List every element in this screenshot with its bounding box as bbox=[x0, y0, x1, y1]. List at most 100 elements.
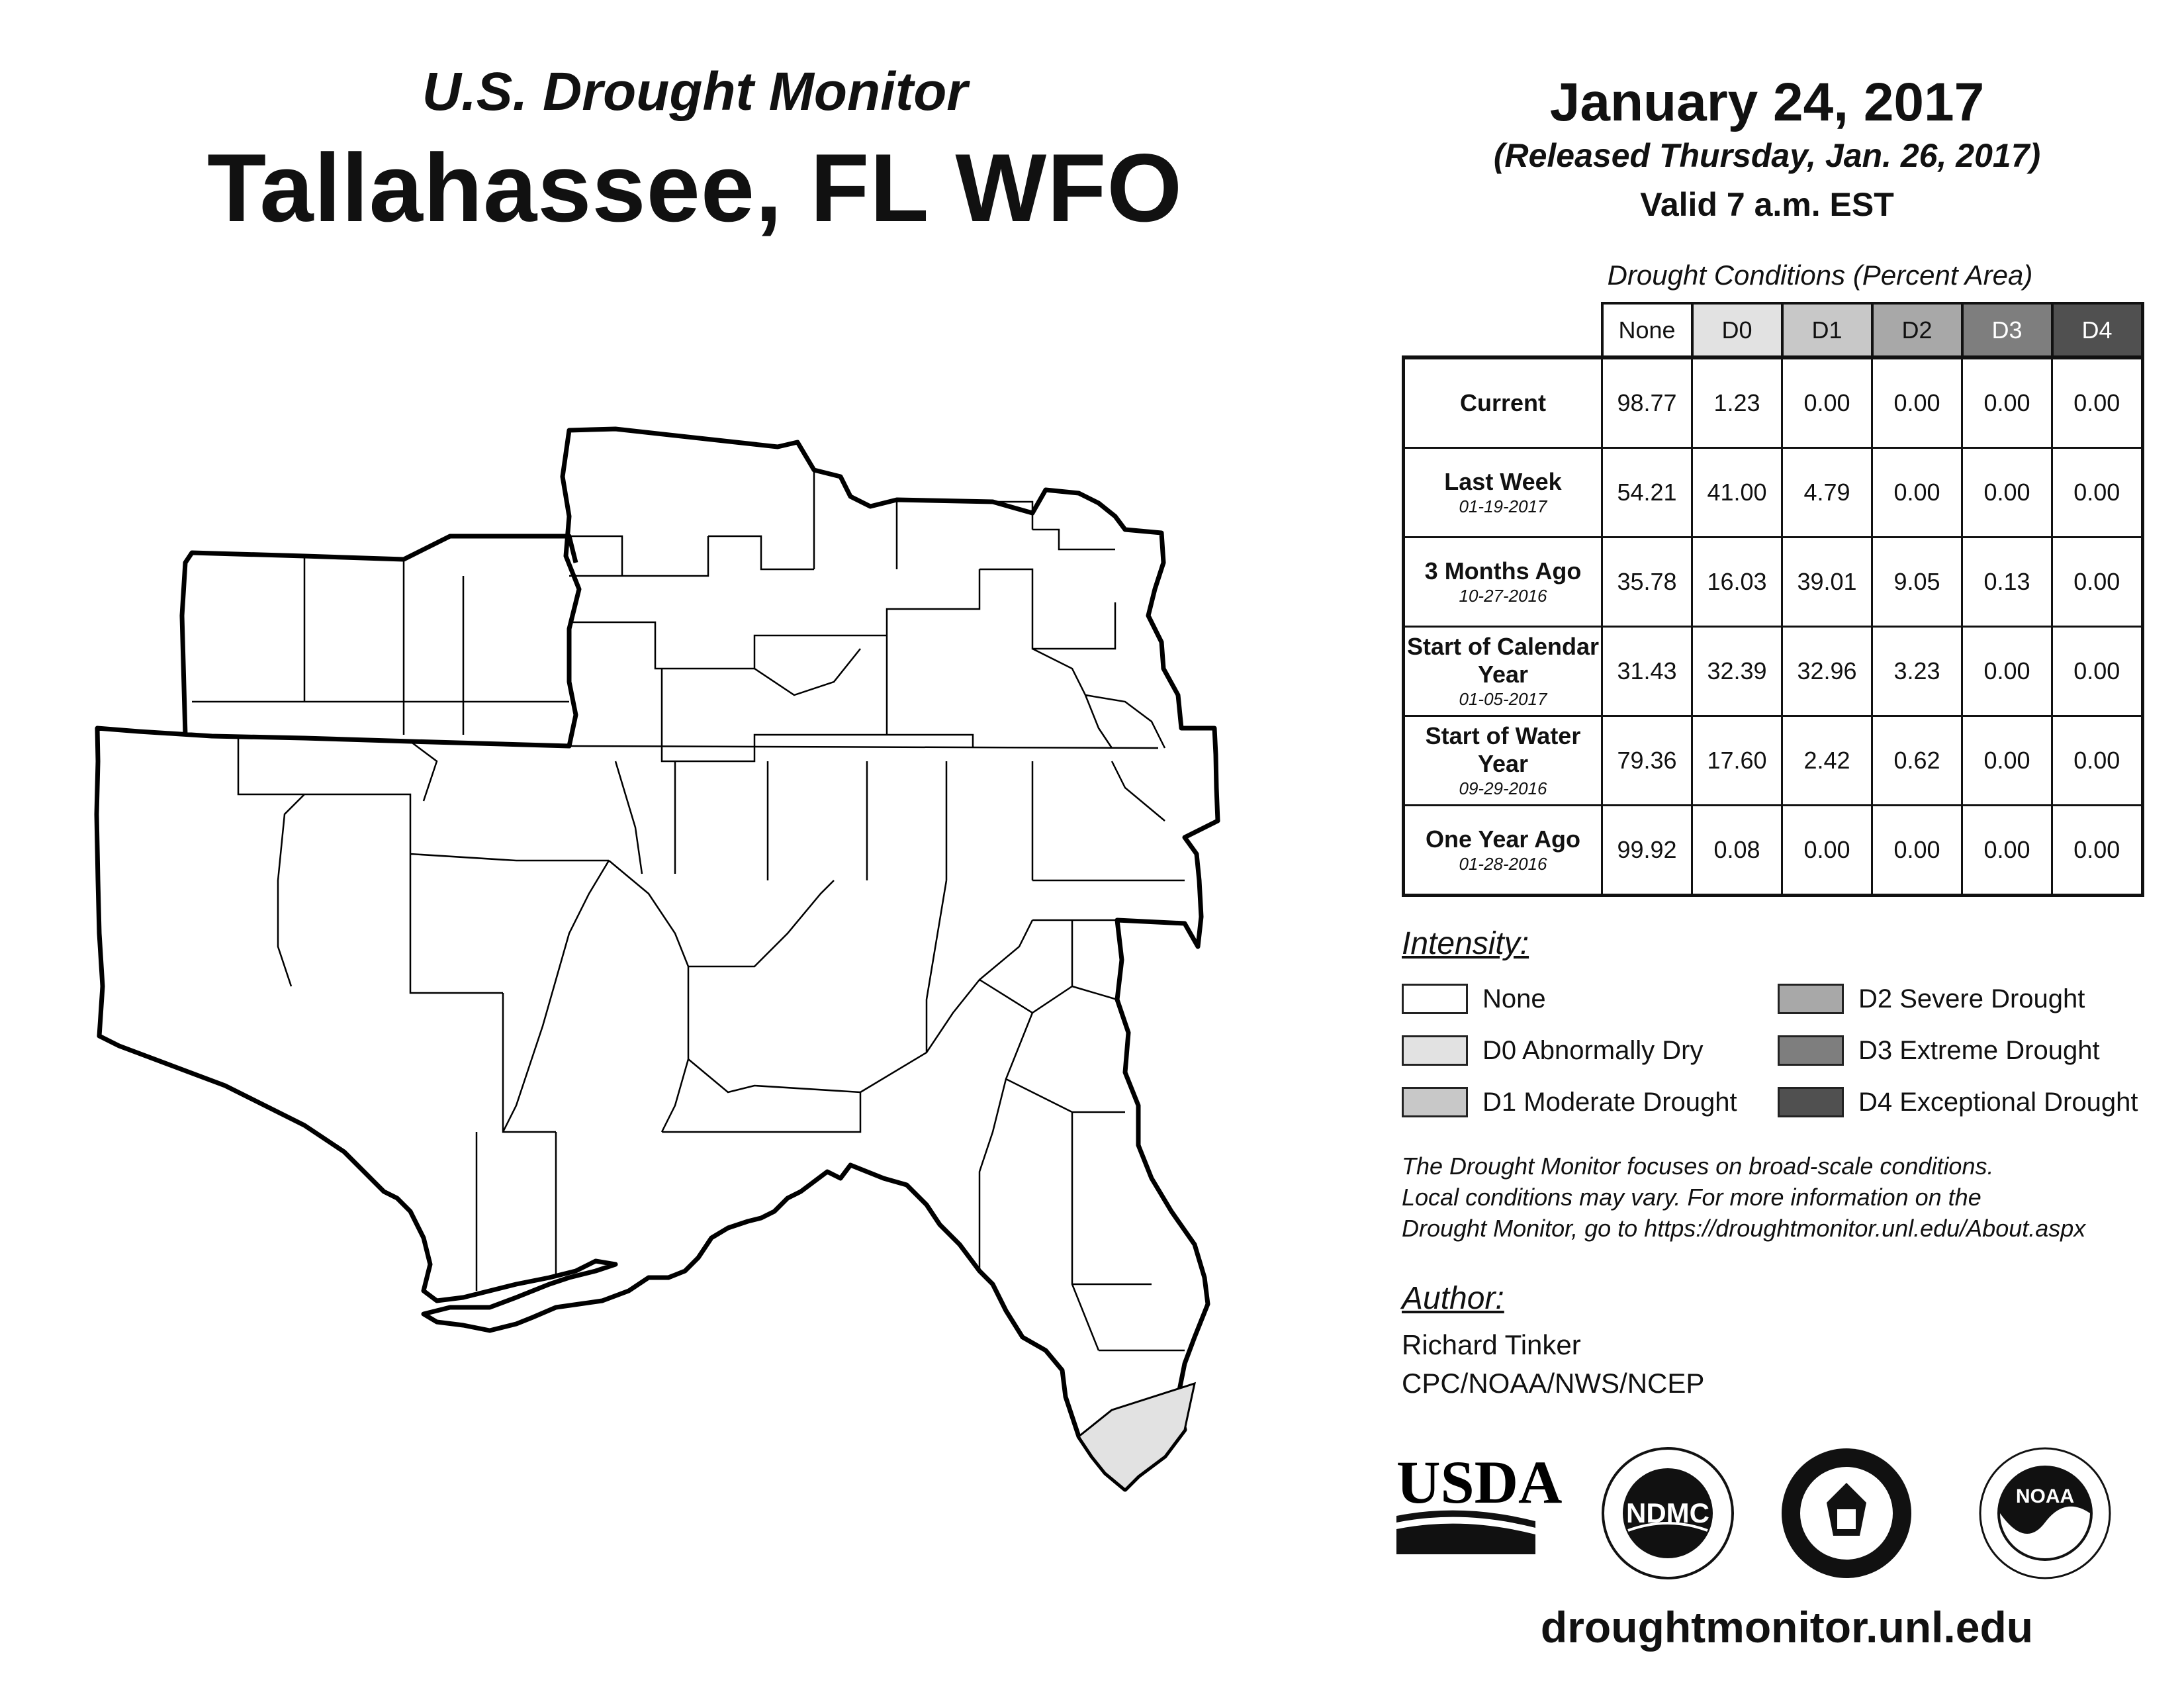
table-row: Current 98.77 1.23 0.00 0.00 0.00 0.00 bbox=[1402, 355, 2144, 449]
region-outline bbox=[94, 426, 1220, 1492]
col-header-d3: D3 bbox=[1960, 302, 2054, 359]
table-cell: 98.77 bbox=[1601, 355, 1693, 449]
row-label: Last Week 01-19-2017 bbox=[1402, 447, 1603, 538]
legend-swatch bbox=[1402, 984, 1468, 1014]
valid-time: Valid 7 a.m. EST bbox=[1640, 186, 1894, 223]
table-cell: 2.42 bbox=[1781, 715, 1873, 806]
col-header-d1: D1 bbox=[1780, 302, 1874, 359]
table-cell: 0.13 bbox=[1961, 536, 2053, 628]
table-cell: 0.00 bbox=[2051, 536, 2144, 628]
row-label: One Year Ago 01-28-2016 bbox=[1402, 804, 1603, 897]
svg-text:USDA: USDA bbox=[1396, 1448, 1562, 1516]
drought-map bbox=[94, 426, 1220, 1492]
usda-logo: USDA bbox=[1396, 1448, 1562, 1554]
svg-text:NOAA: NOAA bbox=[2016, 1485, 2074, 1507]
row-label-text: Start of Calendar Year bbox=[1406, 633, 1600, 688]
author-name: Richard Tinker bbox=[1402, 1329, 1581, 1360]
table-cell: 54.21 bbox=[1601, 447, 1693, 538]
table-cell: 1.23 bbox=[1691, 355, 1783, 449]
table-cell: 32.96 bbox=[1781, 626, 1873, 717]
table-cell: 99.92 bbox=[1601, 804, 1693, 897]
table-cell: 0.00 bbox=[1781, 355, 1873, 449]
table-row: 3 Months Ago 10-27-2016 35.78 16.03 39.01 9.0… bbox=[1402, 536, 2144, 628]
table-cell: 0.00 bbox=[1961, 804, 2053, 897]
row-label-text: One Year Ago bbox=[1425, 825, 1581, 853]
legend-swatch bbox=[1402, 1035, 1468, 1066]
author-org: CPC/NOAA/NWS/NCEP bbox=[1402, 1368, 1705, 1399]
legend-label: None bbox=[1482, 984, 1546, 1013]
legend-label: D0 Abnormally Dry bbox=[1482, 1035, 1704, 1065]
table-header-blank bbox=[1404, 303, 1602, 357]
table-cell: 41.00 bbox=[1691, 447, 1783, 538]
legend-label: D4 Exceptional Drought bbox=[1858, 1087, 2138, 1117]
row-label: Start of Water Year 09-29-2016 bbox=[1402, 715, 1603, 806]
table-cell: 16.03 bbox=[1691, 536, 1783, 628]
table-cell: 0.00 bbox=[2051, 447, 2144, 538]
row-label: Current bbox=[1402, 355, 1603, 449]
d0-drought-area bbox=[1077, 1382, 1197, 1491]
legend-swatch bbox=[1778, 984, 1844, 1014]
table-cell: 0.00 bbox=[1961, 447, 2053, 538]
noaa-logo: NOAA bbox=[1979, 1447, 2111, 1579]
row-label: Start of Calendar Year 01-05-2017 bbox=[1402, 626, 1603, 717]
legend-swatch bbox=[1778, 1087, 1844, 1117]
legend-item: D3 Extreme Drought bbox=[1778, 1034, 2100, 1067]
agency-logos: USDA NDMC NOAA bbox=[1396, 1447, 2111, 1579]
table-cell: 0.00 bbox=[1871, 355, 1963, 449]
table-cell: 0.00 bbox=[2051, 626, 2144, 717]
map-supertitle: U.S. Drought Monitor bbox=[422, 62, 968, 122]
table-header-row: None D0 D1 D2 D3 D4 bbox=[1404, 302, 2144, 359]
table-row: One Year Ago 01-28-2016 99.92 0.08 0.00 0.00 0… bbox=[1402, 804, 2144, 897]
row-label: 3 Months Ago 10-27-2016 bbox=[1402, 536, 1603, 628]
row-label-text: 3 Months Ago bbox=[1424, 557, 1582, 585]
commerce-logo bbox=[1782, 1448, 1911, 1578]
table-caption: Drought Conditions (Percent Area) bbox=[1607, 259, 2033, 291]
table-row: Start of Water Year 09-29-2016 79.36 17.60 2… bbox=[1402, 715, 2144, 806]
table-row: Last Week 01-19-2017 54.21 41.00 4.79 0.00 0.0… bbox=[1402, 447, 2144, 538]
legend-item: D4 Exceptional Drought bbox=[1778, 1086, 2138, 1119]
table-cell: 0.00 bbox=[1781, 804, 1873, 897]
table-cell: 0.00 bbox=[2051, 804, 2144, 897]
table-cell: 0.00 bbox=[1961, 626, 2053, 717]
county-lines bbox=[192, 470, 1185, 1352]
row-label-text: Start of Water Year bbox=[1425, 722, 1581, 777]
table-cell: 0.00 bbox=[1871, 447, 1963, 538]
row-date: 10-27-2016 bbox=[1459, 586, 1547, 606]
table-cell: 0.00 bbox=[1871, 804, 1963, 897]
legend-label: D1 Moderate Drought bbox=[1482, 1087, 1737, 1117]
map-date: January 24, 2017 bbox=[1549, 72, 1985, 132]
table-cell: 0.00 bbox=[2051, 355, 2144, 449]
table-cell: 4.79 bbox=[1781, 447, 1873, 538]
row-label-text: Current bbox=[1459, 389, 1546, 416]
legend-item: None bbox=[1402, 982, 1546, 1015]
table-cell: 39.01 bbox=[1781, 536, 1873, 628]
table-cell: 32.39 bbox=[1691, 626, 1783, 717]
table-cell: 17.60 bbox=[1691, 715, 1783, 806]
row-date: 01-05-2017 bbox=[1459, 689, 1547, 709]
author-label: Author: bbox=[1402, 1281, 1504, 1316]
table-cell: 35.78 bbox=[1601, 536, 1693, 628]
legend-swatch bbox=[1778, 1035, 1844, 1066]
drought-stats-table: None D0 D1 D2 D3 D4 Current 98.77 1.23 0.00… bbox=[1402, 302, 2144, 897]
table-cell: 0.00 bbox=[1961, 715, 2053, 806]
table-cell: 9.05 bbox=[1871, 536, 1963, 628]
table-cell: 0.08 bbox=[1691, 804, 1783, 897]
legend-label: D3 Extreme Drought bbox=[1858, 1035, 2100, 1065]
row-date: 09-29-2016 bbox=[1459, 778, 1547, 798]
legend-item: D2 Severe Drought bbox=[1778, 982, 2085, 1015]
website-url[interactable]: droughtmonitor.unl.edu bbox=[1540, 1603, 2034, 1652]
ndmc-logo: NDMC bbox=[1602, 1447, 1734, 1579]
map-title: Tallahassee, FL WFO bbox=[206, 134, 1183, 242]
table-cell: 0.62 bbox=[1871, 715, 1963, 806]
disclaimer-note: The Drought Monitor focuses on broad-sca… bbox=[1402, 1150, 2163, 1244]
col-header-d0: D0 bbox=[1690, 302, 1784, 359]
table-row: Start of Calendar Year 01-05-2017 31.43 32.… bbox=[1402, 626, 2144, 717]
table-cell: 0.00 bbox=[1961, 355, 2053, 449]
table-cell: 3.23 bbox=[1871, 626, 1963, 717]
col-header-d4: D4 bbox=[2050, 302, 2144, 359]
legend-item: D0 Abnormally Dry bbox=[1402, 1034, 1703, 1067]
row-date: 01-19-2017 bbox=[1459, 496, 1547, 516]
row-label-text: Last Week bbox=[1444, 468, 1562, 495]
row-date: 01-28-2016 bbox=[1459, 854, 1547, 874]
table-cell: 0.00 bbox=[2051, 715, 2144, 806]
